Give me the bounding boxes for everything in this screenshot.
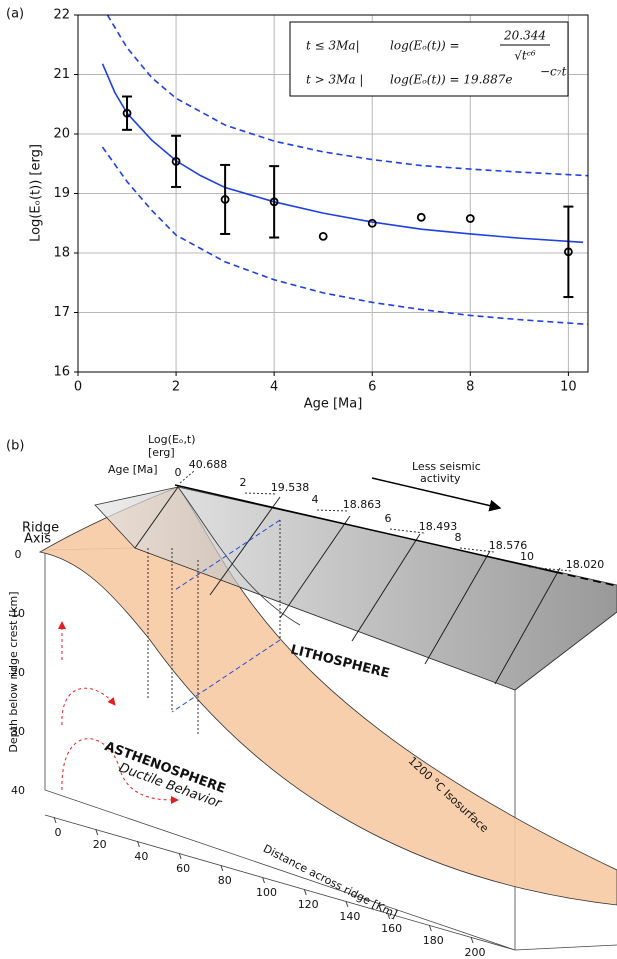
distance-tick xyxy=(345,900,349,908)
y-tick-label: 19 xyxy=(53,186,70,201)
x-tick-label: 4 xyxy=(270,380,278,395)
age-tick-label: 0 xyxy=(175,466,182,479)
distance-tick-label: 160 xyxy=(381,922,402,935)
data-point xyxy=(563,247,573,257)
trend-label: Less seismic xyxy=(412,460,481,473)
energy-value: 19.538 xyxy=(271,481,310,494)
distance-tick-label: 20 xyxy=(93,838,107,851)
y-tick-label: 16 xyxy=(53,365,70,380)
depth-axis-label: Depth below ridge crest [km] xyxy=(7,591,20,752)
x-tick-label: 0 xyxy=(74,380,82,395)
energy-value: 18.493 xyxy=(419,520,458,533)
energy-label: [erg] xyxy=(148,446,175,459)
equation-condition: t > 3Ma | xyxy=(306,73,363,87)
equation-box: t ≤ 3Ma| log(Eₒ(t)) = 20.344 √tᶜ⁶ t > 3M… xyxy=(289,21,569,97)
distance-tick xyxy=(53,816,57,824)
equation-numerator: 20.344 xyxy=(503,29,546,43)
data-point xyxy=(318,231,328,241)
y-tick-label: 18 xyxy=(53,246,70,261)
distance-tick-label: 0 xyxy=(55,826,62,839)
distance-tick-label: 80 xyxy=(218,874,232,887)
age-tick-label: 2 xyxy=(240,476,247,489)
energy-label: Log(Eₒ,t) xyxy=(148,433,196,446)
depth-tick-label: 20 xyxy=(11,666,25,679)
leader-line xyxy=(316,509,349,512)
age-tick-label: 10 xyxy=(520,550,534,563)
equation-lhs: log(Eₒ(t)) = 19.887e xyxy=(390,73,512,87)
y-tick-label: 21 xyxy=(53,67,70,82)
data-point xyxy=(220,195,230,204)
distance-tick xyxy=(470,936,474,944)
energy-value: 18.020 xyxy=(566,558,605,571)
data-point xyxy=(171,156,181,166)
energy-value: 18.863 xyxy=(343,498,382,511)
x-axis-label: Age [Ma] xyxy=(304,397,363,412)
data-point xyxy=(269,197,279,207)
distance-tick xyxy=(95,828,99,836)
distance-tick xyxy=(428,924,432,932)
energy-value: 18.576 xyxy=(489,539,528,552)
y-tick-label: 22 xyxy=(53,8,70,23)
ridge-label: Ridge xyxy=(22,521,59,536)
age-tick-label: 4 xyxy=(312,493,319,506)
leader-line xyxy=(244,492,277,495)
distance-tick-label: 100 xyxy=(256,886,277,899)
leader-line xyxy=(528,566,572,572)
data-point xyxy=(122,108,132,118)
depth-tick-label: 10 xyxy=(11,607,25,620)
equation-lhs: log(Eₒ(t)) = xyxy=(390,39,460,53)
panel-label: (b) xyxy=(6,439,24,454)
fit-line xyxy=(101,146,589,326)
age-tick-label: 6 xyxy=(385,512,392,525)
block-diagram xyxy=(38,477,617,951)
depth-tick-label: 30 xyxy=(11,725,25,738)
age-label: Age [Ma] xyxy=(108,463,158,476)
distance-tick-label: 140 xyxy=(339,910,360,923)
ridge-label: Axis xyxy=(24,532,51,547)
equation-denominator: √tᶜ⁶ xyxy=(514,49,536,63)
equation-condition: t ≤ 3Ma| xyxy=(306,39,360,53)
distance-tick xyxy=(178,852,182,860)
data-point xyxy=(416,212,426,222)
plot-frame xyxy=(77,14,589,373)
leader-line xyxy=(179,470,195,484)
distance-tick-label: 60 xyxy=(176,862,190,875)
y-tick-label: 20 xyxy=(53,127,70,142)
distance-tick xyxy=(303,888,307,896)
distance-tick xyxy=(136,840,140,848)
distance-tick-label: 180 xyxy=(423,934,444,947)
x-tick-label: 10 xyxy=(560,380,577,395)
age-tick-label: 8 xyxy=(455,531,462,544)
y-tick-label: 17 xyxy=(53,305,70,320)
leader-line xyxy=(459,547,495,553)
depth-tick-label: 40 xyxy=(11,784,25,797)
panel-label: (a) xyxy=(6,7,24,22)
fit-line xyxy=(101,63,584,244)
depth-tick-label: 0 xyxy=(15,548,22,561)
x-tick-label: 8 xyxy=(466,380,474,395)
trend-label: activity xyxy=(420,472,461,485)
equation-exponent: −c₇t xyxy=(540,65,567,79)
x-tick-label: 6 xyxy=(368,380,376,395)
distance-tick-label: 40 xyxy=(134,850,148,863)
fit-line xyxy=(106,14,589,177)
energy-value: 40.688 xyxy=(189,458,228,471)
distance-tick xyxy=(262,876,265,884)
diagram-labels: 0 2 4 6 8 10 40.688 19.538 18.863 18.493 18.576 18.… xyxy=(11,458,604,959)
data-point xyxy=(465,214,475,223)
x-tick-label: 2 xyxy=(172,380,180,395)
distance-tick xyxy=(387,912,391,920)
leader-line xyxy=(389,528,425,534)
data-point xyxy=(367,218,377,228)
distance-tick xyxy=(220,864,224,872)
distance-tick-label: 120 xyxy=(298,898,319,911)
distance-tick-label: 200 xyxy=(465,946,486,959)
y-axis-label: Log(Eₒ(t)) [erg] xyxy=(29,144,44,242)
